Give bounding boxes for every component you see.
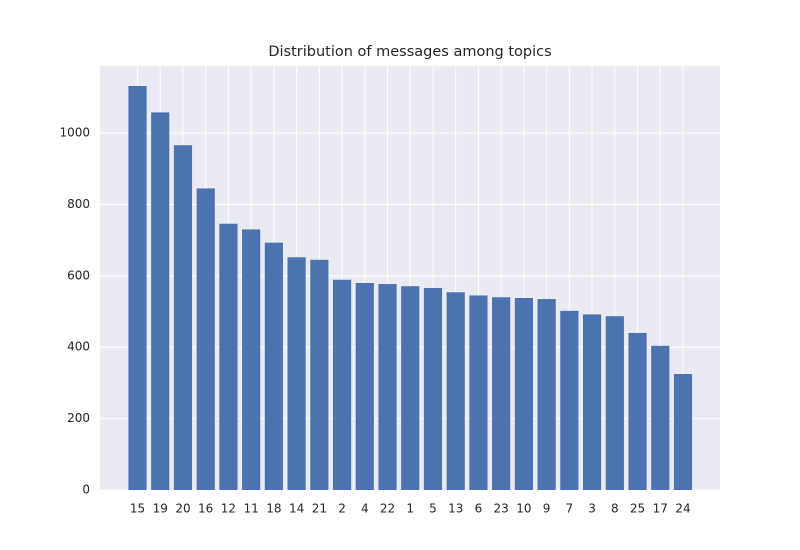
y-axis-tick-labels: 0 200 400 600 800 1000 bbox=[59, 126, 90, 497]
bar-topic-2 bbox=[332, 279, 352, 490]
x-tick-label: 20 bbox=[175, 502, 190, 516]
x-tick-label: 25 bbox=[630, 502, 645, 516]
y-tick-label: 0 bbox=[82, 483, 90, 497]
chart-title: Distribution of messages among topics bbox=[268, 44, 551, 60]
bar-topic-20 bbox=[173, 145, 193, 490]
bar-topic-4 bbox=[355, 282, 374, 490]
y-tick-label: 600 bbox=[67, 268, 90, 282]
x-tick-label: 2 bbox=[338, 502, 346, 516]
bar-topic-8 bbox=[605, 316, 624, 490]
bar-topic-14 bbox=[287, 257, 306, 490]
x-tick-label: 22 bbox=[380, 502, 395, 516]
bar-topic-7 bbox=[560, 310, 579, 490]
bars bbox=[128, 85, 693, 490]
x-tick-label: 17 bbox=[653, 502, 668, 516]
x-tick-label: 9 bbox=[543, 502, 551, 516]
y-tick-label: 1000 bbox=[59, 126, 90, 140]
bar-topic-19 bbox=[151, 112, 170, 490]
x-tick-label: 4 bbox=[361, 502, 369, 516]
x-tick-label: 15 bbox=[130, 502, 145, 516]
x-tick-label: 5 bbox=[429, 502, 437, 516]
x-tick-label: 11 bbox=[244, 502, 259, 516]
bar-topic-12 bbox=[219, 223, 238, 490]
x-tick-label: 3 bbox=[588, 502, 596, 516]
bar-topic-22 bbox=[378, 284, 397, 490]
bar-topic-24 bbox=[673, 374, 693, 490]
x-tick-label: 10 bbox=[516, 502, 531, 516]
y-tick-label: 400 bbox=[67, 340, 90, 354]
x-tick-label: 1 bbox=[406, 502, 414, 516]
bar-topic-15 bbox=[128, 85, 147, 490]
x-tick-label: 8 bbox=[611, 502, 619, 516]
x-axis-tick-labels: 15 19 20 16 12 11 18 14 21 2 4 22 1 5 13 6 23 10 9 7 3 8 25 17 2… bbox=[130, 502, 691, 516]
x-tick-label: 7 bbox=[566, 502, 574, 516]
bar-topic-16 bbox=[196, 188, 215, 490]
bar-topic-10 bbox=[514, 297, 533, 490]
y-tick-label: 200 bbox=[67, 411, 90, 425]
x-tick-label: 21 bbox=[312, 502, 327, 516]
bar-topic-25 bbox=[628, 332, 647, 490]
x-tick-label: 24 bbox=[675, 502, 690, 516]
x-tick-label: 13 bbox=[448, 502, 463, 516]
x-tick-label: 12 bbox=[221, 502, 236, 516]
x-tick-label: 23 bbox=[494, 502, 509, 516]
y-tick-label: 800 bbox=[67, 197, 90, 211]
bar-topic-3 bbox=[582, 314, 602, 490]
x-tick-label: 14 bbox=[289, 502, 304, 516]
bar-topic-9 bbox=[537, 299, 556, 490]
bar-topic-17 bbox=[651, 345, 670, 490]
x-tick-label: 18 bbox=[266, 502, 281, 516]
bar-topic-1 bbox=[401, 286, 420, 490]
bar-topic-18 bbox=[264, 242, 283, 490]
bar-topic-6 bbox=[469, 295, 488, 490]
bar-topic-23 bbox=[492, 297, 511, 490]
x-tick-label: 6 bbox=[475, 502, 483, 516]
bar-topic-13 bbox=[446, 292, 465, 490]
x-tick-label: 19 bbox=[153, 502, 168, 516]
x-tick-label: 16 bbox=[198, 502, 213, 516]
bar-topic-11 bbox=[242, 229, 261, 490]
bar-topic-5 bbox=[423, 287, 443, 490]
bar-topic-21 bbox=[310, 259, 329, 490]
